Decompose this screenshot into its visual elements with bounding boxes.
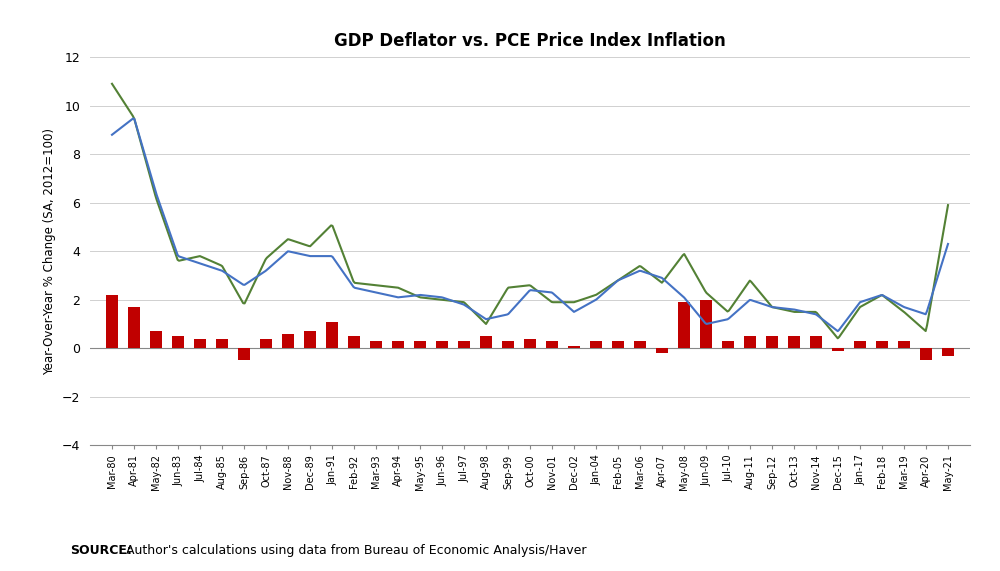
Bar	[150, 331, 162, 348]
Bar	[458, 341, 470, 348]
Bar	[216, 339, 228, 348]
Bar	[348, 336, 360, 348]
Bar	[326, 321, 338, 348]
Y-axis label: Year-Over-Year % Change (SA, 2012=100): Year-Over-Year % Change (SA, 2012=100)	[43, 128, 56, 375]
Bar	[546, 341, 558, 348]
Bar	[502, 341, 514, 348]
Bar	[832, 348, 844, 351]
Bar	[854, 341, 866, 348]
Bar	[238, 348, 250, 360]
Bar	[392, 341, 404, 348]
Bar	[480, 336, 492, 348]
Text: SOURCE:: SOURCE:	[70, 544, 132, 557]
Bar	[436, 341, 448, 348]
Bar	[920, 348, 932, 360]
Bar	[612, 341, 624, 348]
Bar	[788, 336, 800, 348]
Title: GDP Deflator vs. PCE Price Index Inflation: GDP Deflator vs. PCE Price Index Inflati…	[334, 32, 726, 50]
Bar	[942, 348, 954, 356]
Bar	[766, 336, 778, 348]
Bar	[810, 336, 822, 348]
Bar	[876, 341, 888, 348]
Bar	[172, 336, 184, 348]
Bar	[128, 307, 140, 348]
Bar	[744, 336, 756, 348]
Bar	[898, 341, 910, 348]
Bar	[282, 333, 294, 348]
Bar	[722, 341, 734, 348]
Bar	[106, 295, 118, 348]
Bar	[656, 348, 668, 353]
Bar	[414, 341, 426, 348]
Bar	[568, 346, 580, 348]
Bar	[678, 302, 690, 348]
Bar	[194, 339, 206, 348]
Bar	[370, 341, 382, 348]
Bar	[524, 339, 536, 348]
Bar	[304, 331, 316, 348]
Bar	[700, 300, 712, 348]
Text: Author's calculations using data from Bureau of Economic Analysis/Haver: Author's calculations using data from Bu…	[122, 544, 586, 557]
Bar	[634, 341, 646, 348]
Bar	[260, 339, 272, 348]
Bar	[590, 341, 602, 348]
